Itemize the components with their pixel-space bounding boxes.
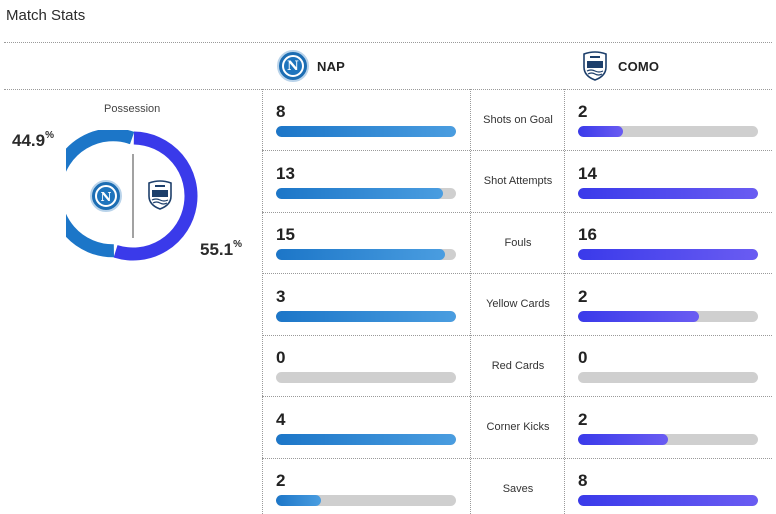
home-team-header: N NAP — [277, 50, 345, 82]
away-stat-bar-fill — [578, 187, 758, 199]
stat-row: 8 Shots on Goal 2 — [262, 89, 776, 150]
stat-label: Shots on Goal — [483, 113, 553, 126]
home-stat-value: 2 — [276, 471, 286, 490]
divider — [564, 89, 565, 514]
home-stat-bar-fill — [276, 310, 456, 322]
divider — [262, 273, 772, 274]
divider — [470, 89, 471, 514]
napoli-crest-icon: N — [90, 180, 122, 212]
stat-label: Fouls — [504, 236, 532, 249]
away-stat-bar — [578, 310, 758, 322]
away-stat-bar-fill — [578, 433, 668, 445]
divider — [262, 396, 772, 397]
home-stat-bar-fill — [276, 126, 456, 137]
stat-label: Saves — [502, 482, 534, 495]
divider — [262, 211, 772, 213]
away-stat-bar-fill — [578, 126, 623, 137]
away-stat-bar — [578, 433, 758, 445]
home-stat-value: 15 — [276, 225, 295, 244]
stat-row: 0 Red Cards 0 — [262, 335, 776, 396]
stat-row: 3 Yellow Cards 2 — [262, 274, 776, 335]
divider — [262, 457, 772, 459]
home-stat-bar-fill — [276, 249, 446, 260]
page-title: Match Stats — [6, 7, 86, 24]
home-stat-value: 13 — [276, 163, 295, 183]
possession-donut: N — [66, 130, 198, 261]
napoli-crest-icon: N — [277, 50, 309, 82]
stat-row: 13 Shot Attempts 14 — [262, 151, 776, 212]
home-stat-bar-fill — [276, 495, 321, 506]
away-stat-bar — [578, 495, 758, 506]
away-stat-bar — [578, 126, 758, 137]
away-stat-bar-fill — [578, 495, 758, 506]
away-stat-bar — [578, 187, 758, 199]
stat-label: Shot Attempts — [483, 175, 553, 187]
away-possession-value: 55.1% — [200, 239, 242, 259]
home-stat-bar — [276, 249, 456, 260]
divider — [4, 42, 772, 43]
divider — [262, 89, 263, 514]
away-stat-value: 14 — [578, 163, 597, 183]
away-stat-bar — [578, 372, 758, 383]
stat-row: 15 Fouls 16 — [262, 212, 776, 273]
home-possession-value: 44.9% — [12, 130, 54, 150]
home-stat-bar-fill — [276, 187, 444, 199]
stat-label: Corner Kicks — [486, 421, 550, 433]
away-stat-value: 2 — [578, 409, 588, 429]
home-stat-bar — [276, 126, 456, 137]
possession-label: Possession — [104, 103, 161, 115]
home-stat-value: 3 — [276, 286, 286, 306]
away-team-abbr: COMO — [618, 58, 660, 74]
stat-label: Yellow Cards — [486, 298, 550, 310]
como-crest-icon — [580, 50, 610, 82]
home-stat-bar — [276, 372, 456, 383]
away-stat-bar-fill — [578, 249, 758, 260]
home-stat-bar-fill — [276, 433, 456, 445]
away-team-header: COMO — [580, 50, 659, 82]
home-stat-bar — [276, 310, 456, 322]
home-team-abbr: NAP — [317, 58, 346, 74]
away-stat-value: 16 — [578, 225, 597, 244]
away-stat-value: 8 — [578, 471, 588, 490]
home-stat-value: 0 — [276, 348, 286, 367]
divider — [262, 334, 772, 336]
stat-row: 2 Saves 8 — [262, 458, 776, 514]
home-stat-bar — [276, 187, 456, 199]
away-stat-bar — [578, 249, 758, 260]
away-stat-bar-fill — [578, 310, 699, 322]
divider — [262, 150, 772, 151]
home-stat-bar — [276, 495, 456, 506]
como-crest-icon — [148, 180, 172, 210]
stat-label: Red Cards — [491, 359, 545, 372]
away-stat-value: 2 — [578, 286, 588, 306]
home-stat-value: 4 — [276, 409, 286, 429]
divider — [4, 89, 772, 90]
stat-row: 4 Corner Kicks 2 — [262, 397, 776, 458]
home-stat-value: 8 — [276, 102, 286, 121]
away-stat-value: 0 — [578, 348, 588, 367]
home-possession-arc — [66, 130, 135, 258]
away-possession-arc — [113, 131, 198, 261]
away-stat-value: 2 — [578, 102, 588, 121]
home-stat-bar — [276, 433, 456, 445]
svg-text:N: N — [101, 190, 112, 204]
